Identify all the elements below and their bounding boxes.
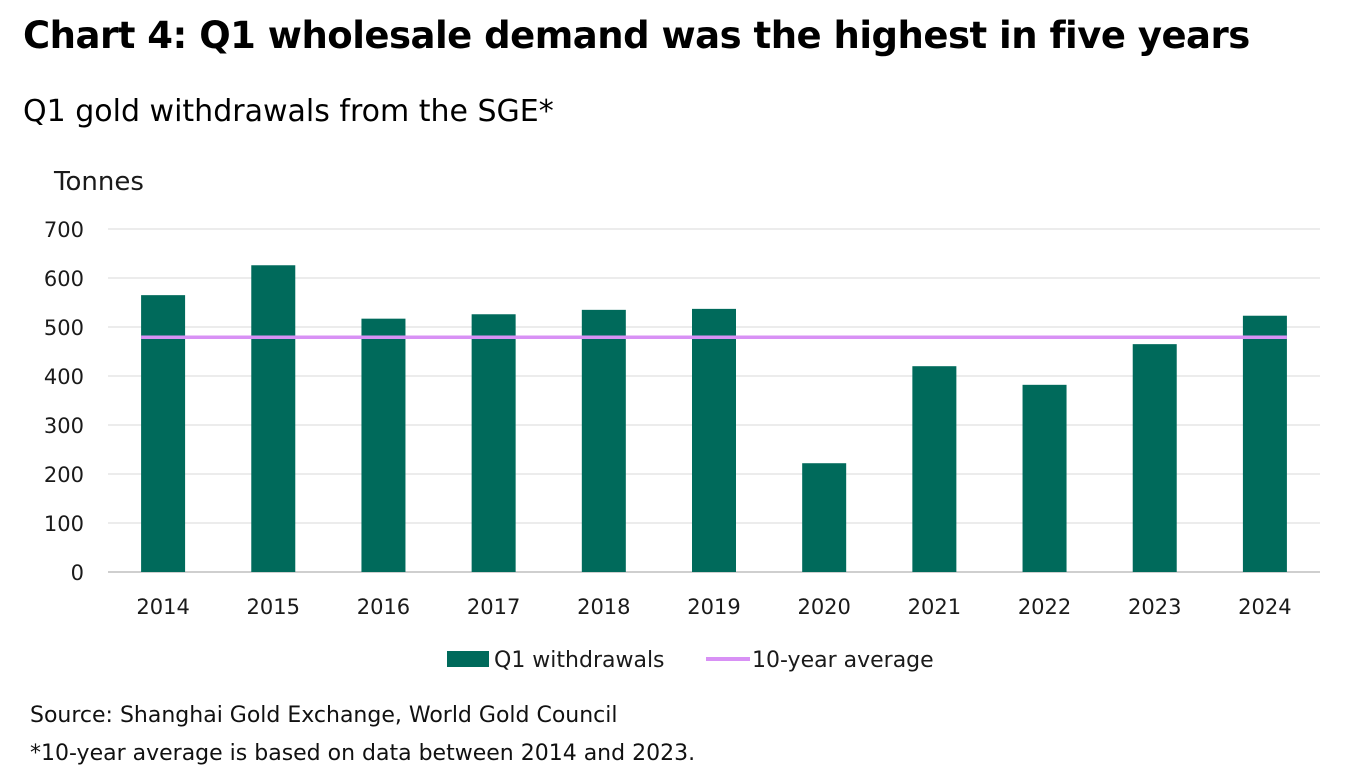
x-tick-label-2017: 2017 (467, 595, 520, 619)
x-tick-label-2014: 2014 (136, 595, 189, 619)
legend-label-bars: Q1 withdrawals (494, 648, 665, 673)
bar-2017 (471, 314, 516, 572)
bar-2021 (912, 366, 957, 572)
bar-2019 (692, 308, 736, 572)
bar-2016 (361, 318, 406, 572)
y-tick-label-200: 200 (44, 463, 84, 487)
legend: Q1 withdrawals 10-year average (447, 648, 934, 673)
legend-swatch-bars (447, 651, 489, 667)
average-footnote: *10-year average is based on data betwee… (30, 741, 696, 766)
x-tick-label-2021: 2021 (908, 595, 961, 619)
y-axis-label: Tonnes (53, 167, 144, 197)
y-tick-label-100: 100 (44, 512, 84, 536)
y-tick-label-500: 500 (44, 316, 84, 340)
y-tick-label-600: 600 (44, 267, 84, 291)
x-tick-label-2019: 2019 (687, 595, 740, 619)
chart-title: Chart 4: Q1 wholesale demand was the hig… (23, 14, 1250, 57)
x-tick-label-2023: 2023 (1128, 595, 1181, 619)
x-tick-label-2016: 2016 (357, 595, 410, 619)
y-tick-label-700: 700 (44, 218, 84, 242)
y-axis-ticks: 0 100 200 300 400 500 600 700 (44, 218, 84, 585)
legend-label-average: 10-year average (752, 648, 934, 673)
bar-2022 (1022, 384, 1067, 572)
y-tick-label-0: 0 (71, 561, 84, 585)
bar-2023 (1132, 344, 1177, 572)
x-tick-label-2024: 2024 (1238, 595, 1291, 619)
bar-2015 (251, 265, 296, 572)
bar-2018 (581, 309, 626, 572)
y-tick-label-300: 300 (44, 414, 84, 438)
source-note: Source: Shanghai Gold Exchange, World Go… (30, 703, 618, 728)
bar-2020 (802, 463, 847, 572)
y-tick-label-400: 400 (44, 365, 84, 389)
x-axis-ticks: 2014 2015 2016 2017 2018 2019 2020 2021 2022 2023… (136, 595, 1291, 619)
bar-series (141, 265, 1287, 572)
x-tick-label-2018: 2018 (577, 595, 630, 619)
chart-subtitle: Q1 gold withdrawals from the SGE* (23, 94, 554, 129)
bar-2014 (141, 295, 186, 572)
bar-2024 (1242, 315, 1287, 572)
x-tick-label-2022: 2022 (1018, 595, 1071, 619)
x-tick-label-2020: 2020 (797, 595, 850, 619)
x-tick-label-2015: 2015 (247, 595, 300, 619)
